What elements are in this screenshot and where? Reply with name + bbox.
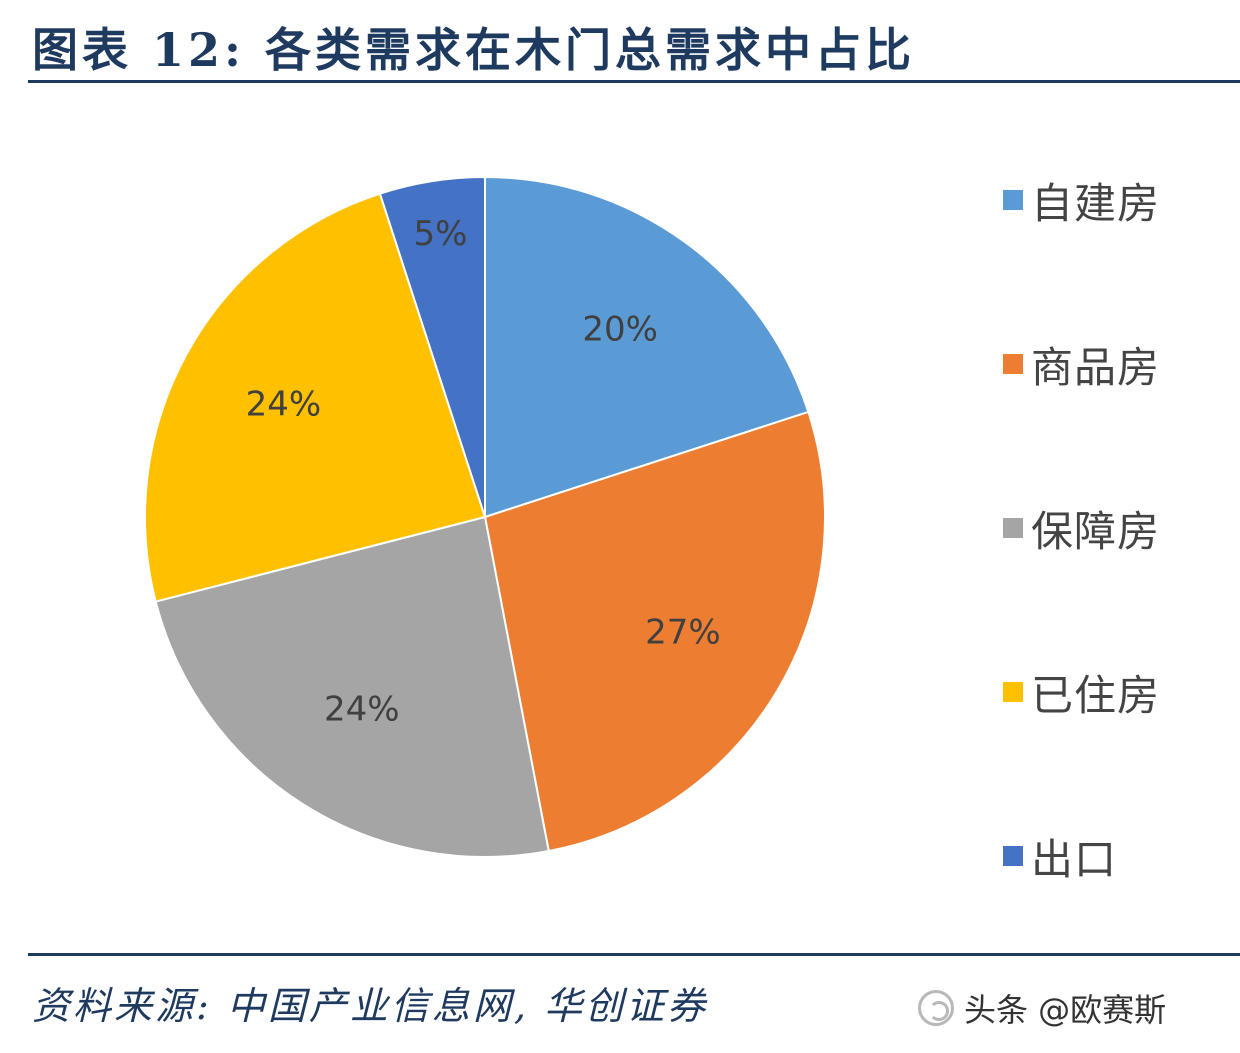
legend-label: 自建房 — [1031, 178, 1161, 228]
pie-slice-5 — [378, 175, 486, 518]
watermark: 头条 @欧赛斯 — [918, 985, 1166, 1031]
legend-label: 保障房 — [1031, 506, 1161, 556]
legend-label: 已住房 — [1031, 670, 1161, 720]
data-label-1: 20% — [582, 309, 658, 349]
pie-chart: 20% 27% 24% 24% 5% — [144, 175, 826, 858]
legend-label: 商品房 — [1031, 342, 1161, 392]
legend-swatch — [1003, 846, 1023, 866]
legend-item-1: 自建房 — [1003, 170, 1160, 230]
source-note: 资料来源: 中国产业信息网, 华创证券 — [32, 984, 709, 1028]
pie-slice-4 — [144, 192, 487, 603]
data-label-4: 24% — [246, 385, 322, 425]
legend-swatch — [1003, 190, 1023, 210]
data-label-5: 5% — [413, 214, 467, 254]
watermark-logo-icon — [918, 990, 954, 1026]
legend-swatch — [1003, 682, 1023, 702]
legend-item-2: 商品房 — [1003, 334, 1160, 394]
pie-slice-2 — [483, 410, 826, 853]
legend-label: 出口 — [1031, 834, 1118, 884]
legend-swatch — [1003, 354, 1023, 374]
pie-slice-1 — [484, 175, 810, 519]
footer-divider — [28, 953, 1240, 956]
data-label-2: 27% — [645, 613, 721, 653]
legend-swatch — [1003, 518, 1023, 538]
data-label-3: 24% — [324, 690, 400, 730]
legend-item-4: 已住房 — [1003, 662, 1160, 722]
watermark-text: 头条 @欧赛斯 — [964, 991, 1167, 1029]
pie-slice-3 — [154, 515, 550, 858]
title-divider — [28, 80, 1240, 83]
legend-item-5: 出口 — [1003, 826, 1117, 886]
chart-title: 图表 12: 各类需求在木门总需求中占比 — [32, 23, 916, 77]
legend-item-3: 保障房 — [1003, 498, 1160, 558]
